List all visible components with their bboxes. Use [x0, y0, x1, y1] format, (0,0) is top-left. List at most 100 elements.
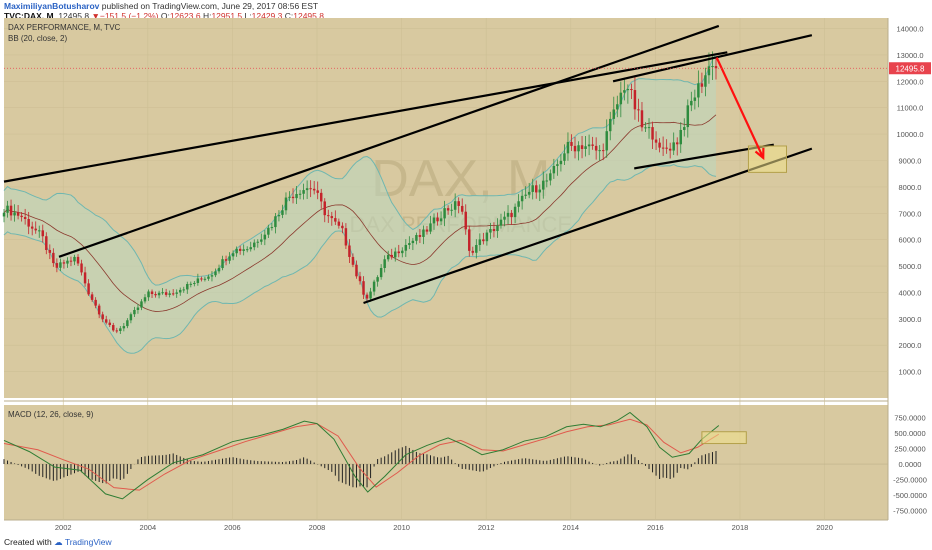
candle-body: [362, 281, 365, 295]
candle-body: [207, 276, 210, 279]
trendline: [363, 147, 813, 305]
candle-body: [513, 206, 517, 218]
candle-body: [552, 165, 556, 174]
candle-body: [478, 239, 482, 246]
candle-body: [609, 118, 612, 132]
candle-body: [506, 212, 510, 217]
candle-body: [284, 197, 288, 211]
candle-body: [108, 322, 111, 326]
macd-title: MACD (12, 26, close, 9): [8, 410, 94, 419]
candle-body: [13, 212, 16, 216]
down-arrow-icon: ▼: [91, 11, 100, 21]
candle-body: [281, 210, 284, 215]
price-tick-label: 7000.0: [899, 209, 922, 218]
time-tick-label: 2010: [393, 523, 410, 532]
candle-body: [580, 145, 584, 149]
macd-tick-label: 750.0000: [894, 413, 925, 422]
candle-body: [577, 145, 580, 152]
candle-body: [654, 139, 658, 143]
macd-highlight-box: [701, 431, 747, 445]
candle-body: [27, 219, 30, 227]
candle-body: [601, 150, 605, 152]
candle-body: [112, 325, 115, 331]
candle-body: [379, 268, 383, 278]
price-axis-background: [888, 18, 932, 537]
candle-body: [182, 289, 185, 291]
time-tick-label: 2016: [647, 523, 664, 532]
candle-body: [372, 281, 376, 292]
macd-tick-label: -500.0000: [893, 491, 927, 500]
candle-body: [376, 277, 379, 282]
bollinger-upper-line: [3, 53, 717, 286]
price-tick-label: 11000.0: [897, 104, 924, 113]
author-link[interactable]: MaximiliyanBotusharov: [4, 1, 100, 11]
candle-body: [517, 201, 520, 207]
candle-body: [133, 309, 136, 315]
macd-tick-label: -250.0000: [893, 476, 927, 485]
candle-body: [566, 141, 570, 154]
tradingview-brand[interactable]: TradingView: [64, 537, 112, 547]
candle-body: [330, 216, 334, 219]
candle-body: [263, 234, 267, 240]
candle-body: [425, 229, 429, 232]
candle-body: [446, 208, 450, 211]
candle-body: [267, 227, 270, 235]
candle-body: [253, 242, 256, 248]
candle-body: [337, 221, 341, 226]
candle-body: [616, 104, 619, 110]
candle-body: [418, 235, 422, 237]
macd-tick-label: -750.0000: [893, 507, 927, 516]
candle-body: [147, 291, 150, 298]
macd-line: [3, 411, 720, 500]
candle-body: [270, 227, 274, 229]
candle-body: [542, 180, 545, 190]
candle-body: [704, 75, 707, 87]
candle-body: [397, 251, 401, 254]
candle-body: [630, 88, 633, 91]
candle-body: [154, 294, 157, 296]
candle-body: [668, 148, 672, 151]
candle-body: [62, 262, 66, 264]
chart-header: MaximiliyanBotusharov published on Tradi…: [4, 1, 324, 21]
macd-tick-label: 0.0000: [899, 460, 922, 469]
trendline: [58, 24, 720, 258]
candle-body: [443, 208, 446, 219]
candle-body: [679, 129, 682, 145]
candle-body: [453, 201, 457, 210]
candle-body: [288, 196, 291, 198]
candle-body: [383, 259, 386, 269]
candle-body: [161, 292, 164, 294]
candle-body: [341, 225, 344, 229]
price-tick-label: 12000.0: [896, 77, 923, 86]
candle-body: [408, 243, 411, 245]
candle-body: [707, 66, 711, 76]
candle-body: [594, 145, 598, 151]
candle-body: [401, 250, 404, 254]
price-tick-label: 3000.0: [899, 315, 922, 324]
price-tick-label: 4000.0: [899, 288, 922, 297]
candle-body: [450, 209, 453, 211]
candle-body: [231, 253, 235, 257]
candle-body: [429, 223, 432, 232]
price-tick-label: 2000.0: [899, 341, 922, 350]
candle-body: [524, 194, 527, 196]
candle-body: [386, 254, 390, 260]
candle-body: [249, 247, 252, 250]
candle-body: [563, 153, 566, 161]
candle-body: [436, 217, 439, 222]
chart-canvas[interactable]: DAX, MDAX PERFORMANCE12495.81000.02000.0…: [0, 18, 932, 537]
candle-body: [711, 66, 714, 68]
candle-body: [457, 201, 460, 206]
candle-body: [665, 147, 668, 149]
ohlc-values: O:12623.6 H:12951.5 L:12429.3 C:12495.8: [160, 11, 324, 21]
candle-body: [150, 291, 154, 295]
price-tick-label: 13000.0: [896, 51, 923, 60]
candle-body: [52, 252, 55, 264]
candle-body: [274, 216, 277, 228]
candle-body: [277, 214, 281, 217]
price-tick-label: 14000.0: [896, 25, 923, 34]
candle-body: [492, 229, 496, 232]
candle-body: [411, 240, 415, 244]
candle-body: [101, 314, 104, 320]
price-tick-label: 1000.0: [899, 368, 922, 377]
